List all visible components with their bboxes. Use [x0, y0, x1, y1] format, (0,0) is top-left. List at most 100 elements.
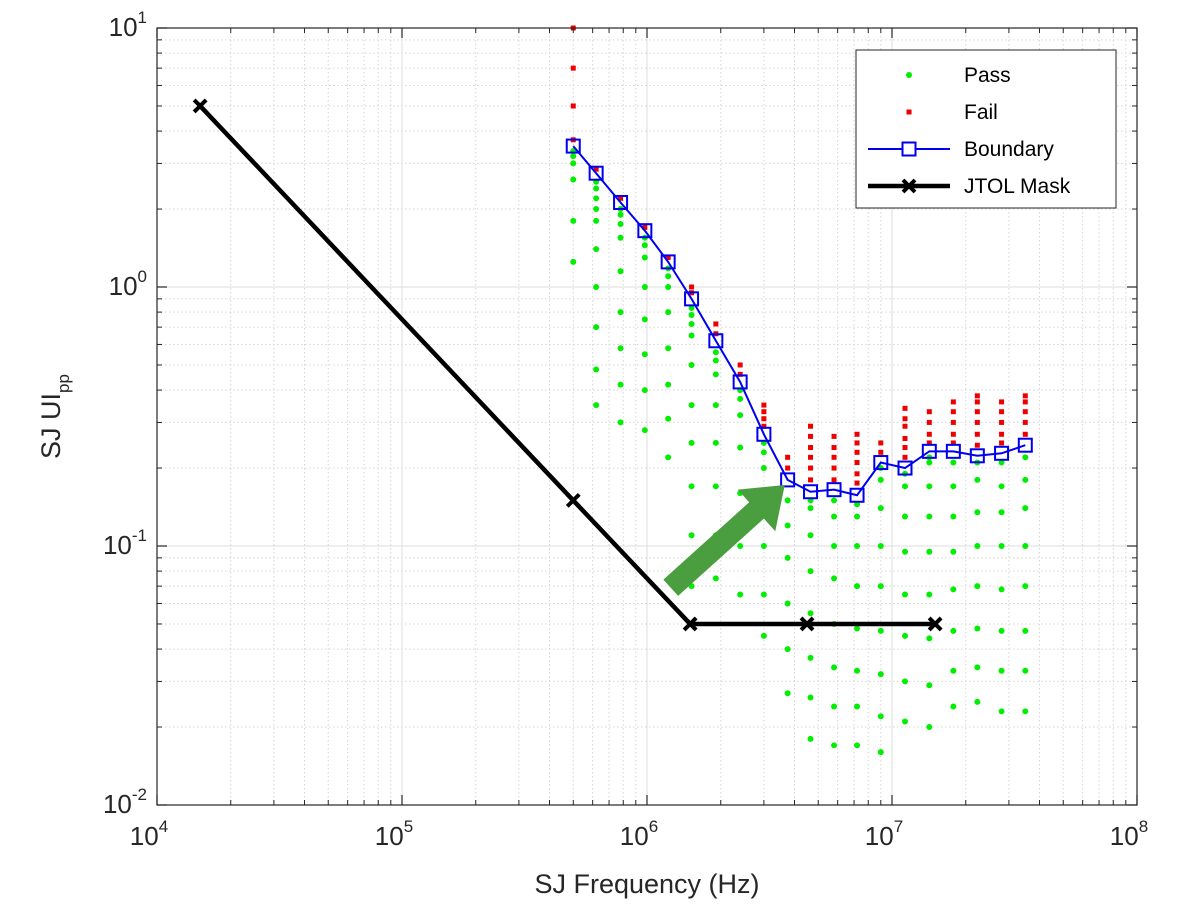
pass-point	[593, 185, 600, 192]
pass-point	[593, 195, 600, 202]
x-tick-label-base: 10	[130, 821, 159, 851]
pass-point	[617, 419, 624, 426]
pass-point	[688, 332, 695, 339]
boundary-point	[637, 223, 653, 239]
fail-point	[1022, 409, 1028, 415]
pass-point	[950, 703, 957, 710]
pass-point	[665, 381, 672, 388]
fail-point	[950, 419, 956, 425]
plot-series	[192, 25, 1033, 756]
fail-point	[902, 436, 908, 442]
pass-point	[902, 483, 909, 490]
pass-point	[926, 591, 933, 598]
pass-point	[974, 664, 981, 671]
pass-point	[688, 361, 695, 368]
x-tick-label: 106	[620, 817, 658, 851]
fail-point	[999, 409, 1005, 415]
pass-point	[1022, 627, 1029, 634]
pass-point	[926, 483, 933, 490]
pass-point	[807, 532, 814, 539]
x-tick-label-exponent: 6	[649, 817, 658, 836]
pass-point	[1022, 583, 1029, 590]
fail-point	[761, 416, 767, 422]
fail-point	[808, 454, 814, 460]
x-tick-label: 104	[130, 817, 168, 851]
fail-point	[878, 440, 884, 446]
fail-point	[831, 433, 837, 439]
y-tick-label: 100	[109, 267, 147, 301]
pass-point	[712, 357, 719, 364]
pass-point	[807, 610, 814, 617]
fail-point	[761, 423, 767, 429]
pass-point	[737, 543, 744, 549]
boundary-point	[945, 443, 961, 459]
fail-point	[1022, 419, 1028, 425]
fail-point	[808, 433, 814, 439]
fail-point	[642, 224, 648, 230]
boundary-point	[994, 445, 1010, 461]
pass-point	[926, 724, 933, 731]
pass-point	[688, 483, 695, 490]
fail-point	[950, 431, 956, 437]
legend-symbol	[868, 141, 950, 157]
pass-point	[807, 694, 814, 701]
pass-point	[926, 513, 933, 520]
pass-point	[784, 522, 791, 529]
pass-point	[950, 627, 957, 634]
legend-fail-marker	[906, 109, 912, 115]
pass-point	[974, 509, 981, 516]
x-tick-label-base: 10	[865, 821, 894, 851]
boundary-line	[572, 145, 1026, 497]
pass-point	[902, 591, 909, 598]
x-tick-label-base: 10	[620, 821, 649, 851]
fail-point	[1022, 399, 1028, 405]
pass-point	[831, 664, 838, 671]
pass-point	[784, 554, 791, 561]
boundary-point	[588, 165, 604, 181]
jtol-mask-point	[682, 616, 698, 632]
pass-point	[712, 371, 719, 378]
series-fail	[570, 25, 1028, 486]
pass-point	[854, 583, 861, 590]
pass-point	[784, 600, 791, 607]
fail-point	[761, 402, 767, 408]
fail-point	[974, 431, 980, 437]
pass-point	[760, 632, 767, 639]
boundary-point	[660, 254, 676, 270]
boundary-point	[684, 291, 700, 307]
fail-point	[689, 284, 695, 290]
pass-point	[877, 713, 884, 720]
fail-point	[902, 423, 908, 429]
fail-point	[1022, 393, 1028, 399]
fail-point	[999, 440, 1005, 446]
boundary-point	[708, 333, 724, 349]
pass-point	[641, 242, 648, 249]
pass-point	[974, 625, 981, 632]
fail-point	[974, 442, 980, 448]
pass-point	[974, 543, 981, 549]
fail-point	[665, 254, 671, 260]
y-tick-label-exponent: -1	[132, 526, 147, 545]
pass-point	[665, 415, 672, 422]
pass-point	[974, 476, 981, 483]
pass-point	[737, 412, 744, 419]
pass-point	[641, 427, 648, 434]
fail-point	[831, 454, 837, 460]
pass-point	[974, 698, 981, 705]
fail-point	[713, 321, 719, 327]
fail-point	[902, 416, 908, 422]
boundary-point	[921, 443, 937, 459]
annotation-arrow	[663, 484, 785, 596]
fail-point	[737, 362, 743, 368]
pass-point	[593, 324, 600, 331]
pass-point	[617, 211, 624, 218]
pass-point	[807, 505, 814, 512]
fail-point	[902, 445, 908, 451]
pass-point	[950, 586, 957, 593]
pass-point	[998, 543, 1005, 549]
x-tick-label-exponent: 7	[894, 817, 903, 836]
legend-label: Pass	[964, 64, 1011, 87]
pass-point	[760, 591, 767, 598]
fail-point	[902, 454, 908, 460]
